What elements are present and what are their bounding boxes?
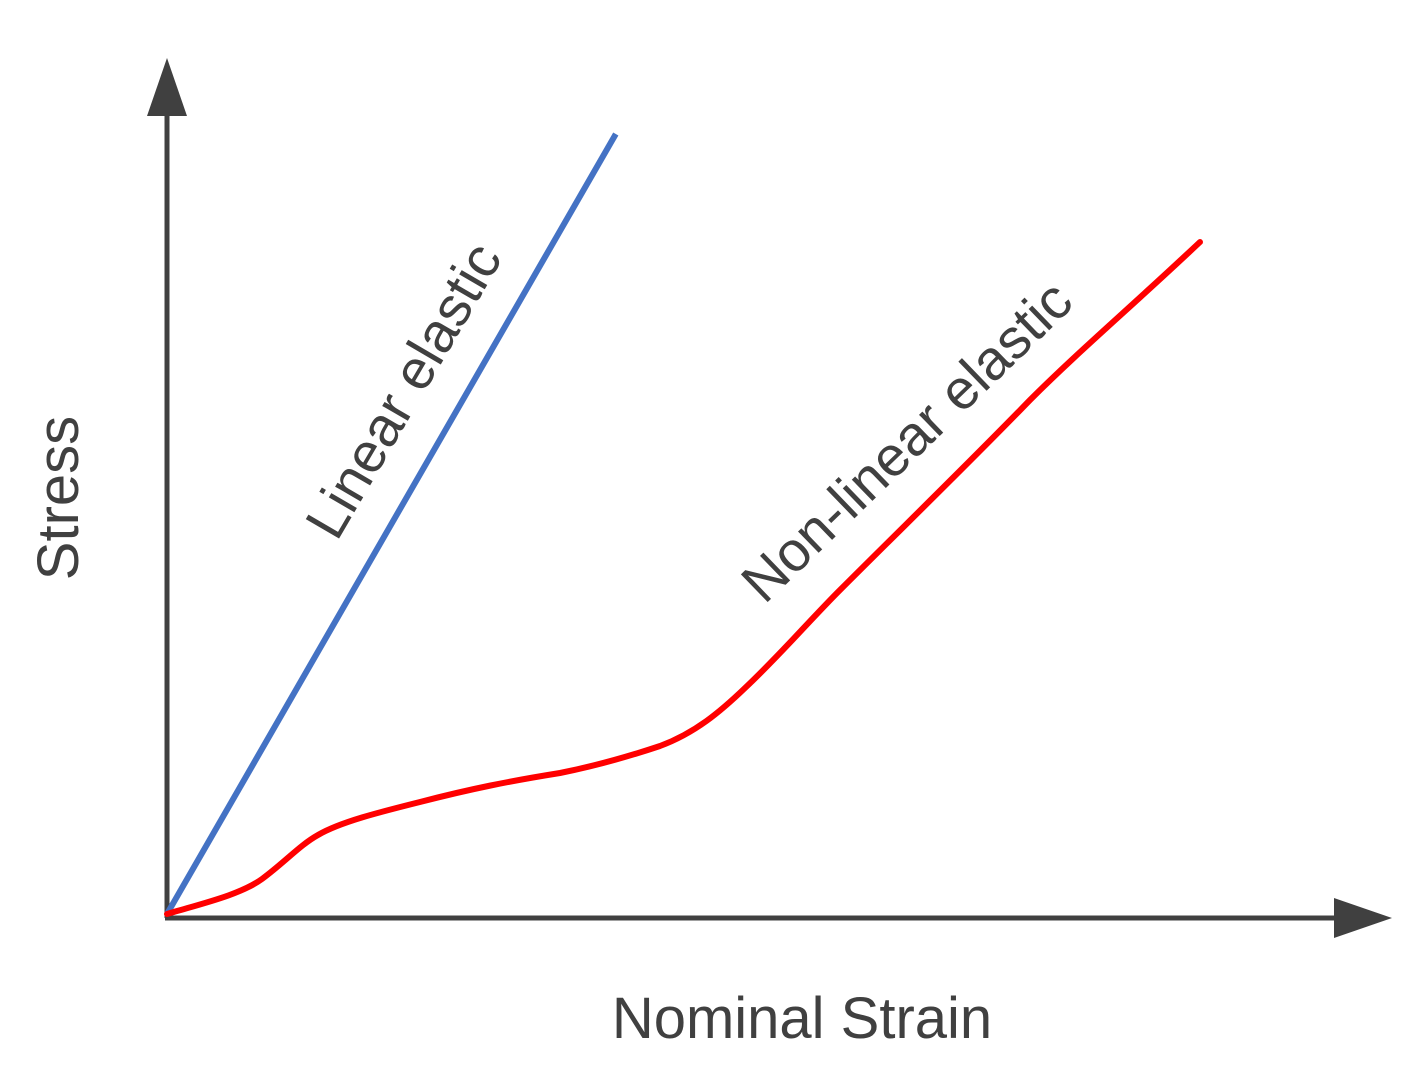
y-axis-arrow-icon — [147, 58, 187, 116]
x-axis-arrow-icon — [1334, 898, 1392, 938]
y-axis-label: Stress — [26, 416, 91, 580]
x-axis-label: Nominal Strain — [612, 986, 992, 1051]
series-line-non-linear-elastic — [164, 239, 1203, 917]
series-line-linear-elastic — [164, 132, 619, 916]
series-label-non-linear-elastic: Non-linear elastic — [729, 268, 1084, 614]
